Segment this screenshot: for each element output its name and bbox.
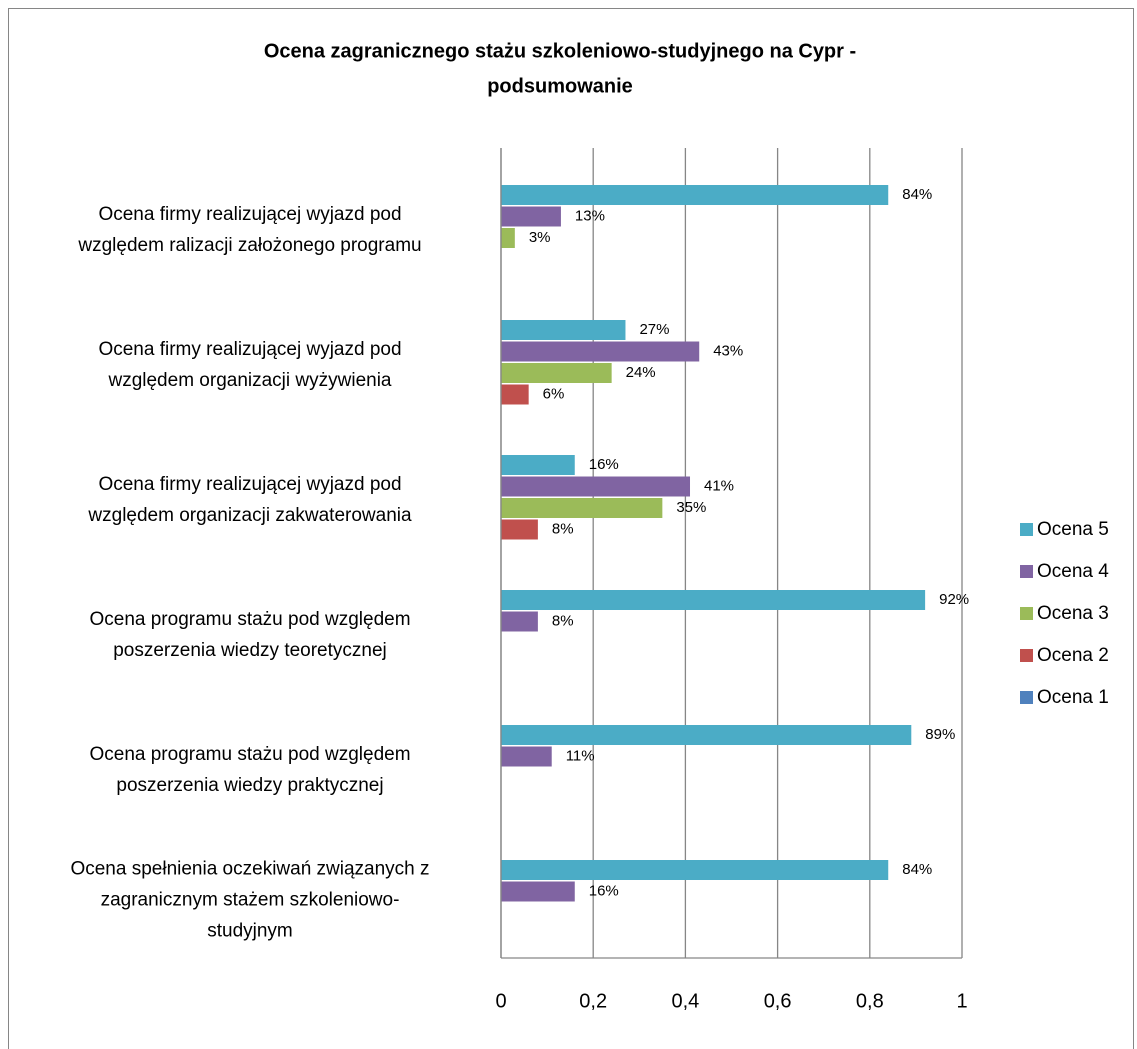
bar	[501, 611, 538, 632]
legend-swatch	[1020, 523, 1033, 536]
data-label: 16%	[589, 882, 619, 899]
bar	[501, 860, 889, 880]
data-label: 43%	[713, 342, 743, 359]
chart-title: podsumowanie	[487, 75, 633, 97]
data-label: 8%	[552, 520, 574, 537]
data-label: 84%	[902, 861, 932, 878]
category-label: poszerzenia wiedzy teoretycznej	[113, 640, 387, 661]
category-label: Ocena firmy realizującej wyjazd pod	[98, 474, 401, 495]
x-tick-label: 1	[956, 990, 967, 1012]
bar	[501, 519, 538, 540]
bar	[501, 363, 612, 383]
legend-label: Ocena 1	[1037, 687, 1109, 708]
legend-label: Ocena 3	[1037, 603, 1109, 624]
legend-label: Ocena 5	[1037, 519, 1109, 540]
category-label: poszerzenia wiedzy praktycznej	[116, 775, 383, 796]
bar	[501, 228, 515, 248]
category-label: względem organizacji zakwaterowania	[87, 505, 412, 526]
legend-swatch	[1020, 691, 1033, 704]
legend-label: Ocena 4	[1037, 561, 1109, 582]
bar	[501, 746, 552, 767]
x-tick-label: 0	[495, 990, 506, 1012]
data-label: 3%	[529, 229, 551, 246]
category-label: względem ralizacji założonego programu	[77, 235, 421, 256]
data-label: 16%	[589, 456, 619, 473]
bar	[501, 725, 912, 745]
bar	[501, 384, 529, 405]
category-label: zagranicznym stażem szkoleniowo-	[101, 890, 400, 911]
data-label: 41%	[704, 477, 734, 494]
bar	[501, 455, 575, 475]
data-label: 27%	[639, 321, 669, 338]
legend-swatch	[1020, 607, 1033, 620]
legend-swatch	[1020, 565, 1033, 578]
data-label: 8%	[552, 612, 574, 629]
category-label: Ocena programu stażu pod względem	[89, 744, 410, 765]
x-tick-label: 0,2	[579, 990, 607, 1012]
bar	[501, 881, 575, 902]
x-tick-label: 0,6	[764, 990, 792, 1012]
data-label: 35%	[676, 499, 706, 516]
legend-swatch	[1020, 649, 1033, 662]
x-tick-label: 0,8	[856, 990, 884, 1012]
chart-title: Ocena zagranicznego stażu szkoleniowo-st…	[264, 40, 856, 62]
x-tick-label: 0,4	[671, 990, 699, 1012]
category-label: względem organizacji wyżywienia	[107, 370, 391, 391]
category-label: studyjnym	[207, 921, 293, 942]
bar	[501, 498, 663, 518]
data-label: 24%	[626, 364, 656, 381]
bar	[501, 185, 889, 205]
category-label: Ocena spełnienia oczekiwań związanych z	[70, 859, 429, 880]
data-label: 92%	[939, 591, 969, 608]
data-label: 6%	[543, 385, 565, 402]
category-label: Ocena firmy realizującej wyjazd pod	[98, 339, 401, 360]
category-label: Ocena firmy realizującej wyjazd pod	[98, 204, 401, 225]
bar	[501, 320, 626, 340]
bar	[501, 341, 700, 362]
bar	[501, 476, 691, 497]
bar	[501, 590, 926, 610]
legend-label: Ocena 2	[1037, 645, 1109, 666]
data-label: 89%	[925, 726, 955, 743]
data-label: 13%	[575, 207, 605, 224]
category-label: Ocena programu stażu pod względem	[89, 609, 410, 630]
data-label: 11%	[566, 747, 595, 764]
bar	[501, 206, 561, 227]
data-label: 84%	[902, 186, 932, 203]
